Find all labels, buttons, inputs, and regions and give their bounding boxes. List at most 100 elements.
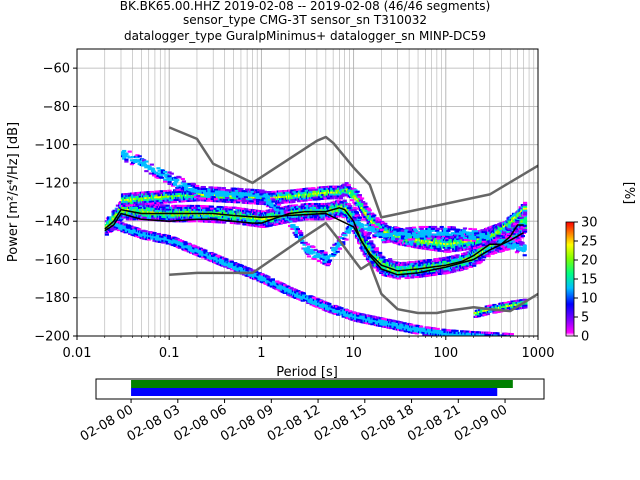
- density-cell: [344, 193, 349, 196]
- density-cell: [264, 211, 269, 215]
- density-cell: [457, 243, 462, 246]
- density-cell: [447, 250, 452, 253]
- density-cell: [364, 243, 369, 246]
- density-cell: [303, 199, 308, 202]
- density-cell: [188, 220, 194, 223]
- density-cell: [148, 194, 153, 197]
- density-cell: [197, 206, 202, 209]
- density-cell: [321, 188, 326, 191]
- density-cell: [137, 206, 143, 209]
- density-cell: [399, 243, 405, 246]
- density-cell: [424, 247, 429, 250]
- density-cell: [416, 273, 421, 276]
- density-cell: [455, 256, 460, 259]
- density-cell: [363, 239, 368, 242]
- density-cell: [465, 248, 470, 251]
- density-cell: [457, 249, 462, 252]
- density-cell: [438, 261, 444, 264]
- density-cell: [296, 188, 302, 191]
- density-cell: [271, 190, 276, 193]
- density-cell: [295, 196, 301, 199]
- density-cell: [439, 249, 444, 253]
- density-cell: [446, 239, 451, 242]
- density-cell: [374, 247, 379, 250]
- density-cell: [333, 216, 338, 219]
- density-cell: [140, 203, 146, 206]
- density-cell: [364, 252, 369, 255]
- density-cell: [371, 246, 376, 249]
- density-cell: [349, 208, 354, 212]
- density-cell: [142, 201, 147, 204]
- density-cell: [300, 199, 305, 202]
- density-cell: [442, 246, 448, 249]
- density-cell: [172, 204, 177, 207]
- density-cell: [243, 223, 248, 226]
- density-cell: [454, 234, 459, 237]
- density-cell: [114, 211, 119, 214]
- density-cell: [310, 204, 315, 207]
- density-cell: [400, 271, 405, 274]
- density-cell: [385, 265, 390, 268]
- density-cell: [363, 254, 368, 258]
- density-cell: [217, 217, 222, 220]
- density-cell: [233, 206, 238, 209]
- density-cell: [378, 253, 383, 256]
- density-cell: [438, 257, 444, 260]
- density-cell: [132, 192, 137, 195]
- density-cell: [395, 263, 400, 266]
- density-cell: [137, 216, 143, 219]
- density-cell: [223, 215, 228, 218]
- density-cell: [363, 202, 368, 205]
- density-cell: [464, 267, 469, 270]
- density-cell: [112, 211, 117, 214]
- density-cell: [414, 232, 419, 235]
- density-cell: [493, 251, 498, 254]
- density-cell: [251, 213, 257, 216]
- density-cell: [462, 244, 468, 247]
- density-cell: [413, 242, 418, 245]
- density-cell: [301, 203, 306, 206]
- density-cell: [269, 208, 274, 212]
- density-cell: [407, 233, 412, 236]
- density-cell: [437, 249, 442, 252]
- density-cell: [468, 247, 473, 250]
- density-cell: [165, 197, 170, 200]
- density-cell: [378, 251, 383, 254]
- density-cell: [278, 190, 283, 193]
- density-cell: [371, 217, 376, 220]
- density-cell: [140, 199, 146, 202]
- density-cell: [216, 209, 221, 212]
- density-cell: [323, 206, 329, 209]
- density-cell: [354, 192, 359, 195]
- density-cell: [449, 270, 455, 273]
- density-cell: [431, 245, 437, 248]
- density-cell: [165, 191, 170, 194]
- density-cell: [332, 201, 337, 204]
- density-cell: [151, 203, 156, 206]
- density-cell: [230, 221, 236, 225]
- density-cell: [303, 195, 308, 198]
- density-cell: [365, 235, 371, 238]
- density-cell: [324, 216, 330, 219]
- density-cell: [339, 201, 344, 204]
- density-cell: [484, 242, 490, 246]
- density-cell: [410, 241, 416, 244]
- density-cell: [208, 215, 213, 218]
- density-cell: [138, 195, 143, 198]
- density-cell: [126, 216, 132, 219]
- density-cell: [404, 275, 409, 278]
- density-cell: [431, 260, 436, 263]
- density-cell: [317, 188, 323, 191]
- density-cell: [341, 192, 346, 195]
- density-cell: [176, 189, 181, 192]
- density-cell: [250, 220, 255, 223]
- density-cell: [299, 218, 304, 222]
- density-cell: [216, 205, 221, 209]
- density-cell: [346, 184, 351, 187]
- density-cell: [337, 213, 342, 216]
- density-cell: [397, 241, 402, 244]
- density-cell: [196, 199, 201, 202]
- density-cell: [424, 238, 429, 241]
- density-cell: [215, 217, 220, 220]
- density-cell: [120, 195, 126, 198]
